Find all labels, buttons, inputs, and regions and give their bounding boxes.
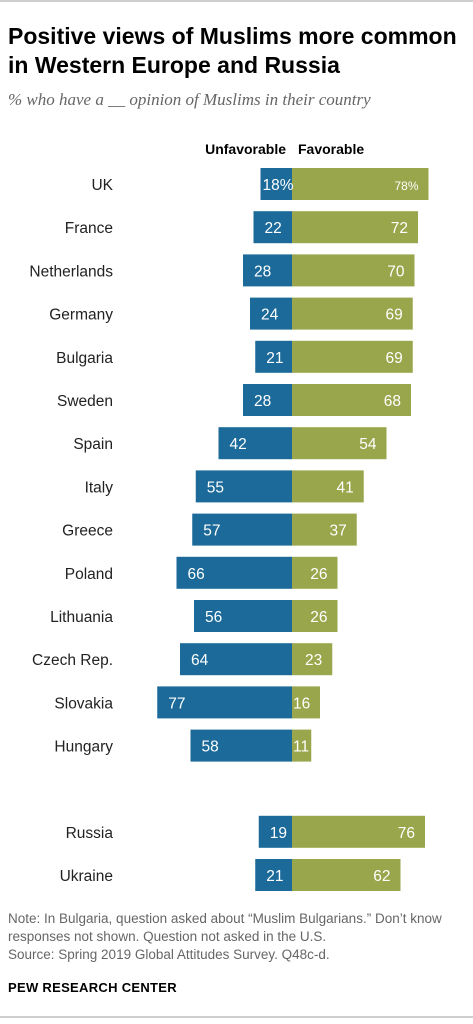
bar-favorable-slovakia: [292, 686, 320, 719]
bar-favorable-czech-rep: [292, 643, 333, 676]
value-unfavorable-sweden: 28: [254, 393, 271, 410]
bar-favorable-sweden: [292, 384, 411, 416]
value-favorable-lithuania: 26: [310, 609, 327, 626]
value-unfavorable-germany: 24: [261, 307, 279, 324]
value-unfavorable-poland: 66: [188, 566, 205, 583]
bar-favorable-france: [292, 211, 418, 244]
category-label-bulgaria: Bulgaria: [56, 350, 113, 367]
value-favorable-sweden: 68: [384, 393, 401, 410]
value-favorable-germany: 69: [386, 307, 403, 324]
bar-unfavorable-czech-rep: [180, 643, 292, 676]
organization-name: PEW RESEARCH CENTER: [8, 980, 177, 995]
value-favorable-uk: 78%: [394, 179, 418, 193]
value-unfavorable-france: 22: [265, 220, 282, 237]
diverging-bar-chart: Unfavorable Favorable UK 18% 78% France 22 72 Ne…: [29, 141, 429, 891]
category-label-spain: Spain: [73, 436, 113, 453]
value-unfavorable-bulgaria: 21: [266, 350, 283, 367]
bar-unfavorable-france: [253, 211, 292, 244]
bar-unfavorable-netherlands: [243, 254, 292, 287]
bar-favorable-ukraine: [292, 859, 401, 891]
value-unfavorable-russia: 19: [270, 825, 287, 842]
chart-source: Source: Spring 2019 Global Attitudes Sur…: [8, 947, 330, 962]
value-favorable-greece: 37: [330, 523, 347, 540]
bar-favorable-italy: [292, 470, 364, 503]
bar-favorable-russia: [292, 815, 425, 848]
bar-unfavorable-italy: [195, 470, 292, 503]
bar-favorable-uk: [292, 168, 429, 200]
category-label-greece: Greece: [62, 523, 113, 540]
value-favorable-italy: 41: [337, 479, 354, 496]
category-label-poland: Poland: [65, 566, 113, 583]
bar-favorable-greece: [292, 513, 357, 546]
value-favorable-russia: 76: [398, 825, 415, 842]
category-label-france: France: [65, 220, 113, 237]
category-label-italy: Italy: [85, 479, 114, 496]
value-unfavorable-hungary: 58: [202, 739, 219, 756]
category-label-slovakia: Slovakia: [54, 695, 113, 712]
category-label-uk: UK: [91, 177, 113, 194]
chart-note: Note: In Bulgaria, question asked about …: [8, 911, 442, 944]
value-favorable-france: 72: [391, 220, 408, 237]
value-favorable-netherlands: 70: [387, 263, 405, 280]
value-favorable-poland: 26: [310, 566, 327, 583]
value-unfavorable-uk: 18%: [263, 177, 294, 194]
bar-unfavorable-poland: [176, 556, 292, 589]
bar-favorable-germany: [292, 297, 413, 330]
category-label-germany: Germany: [49, 307, 113, 324]
category-label-czech-rep: Czech Rep.: [32, 652, 113, 669]
category-label-hungary: Hungary: [54, 739, 113, 756]
value-unfavorable-netherlands: 28: [254, 263, 271, 280]
legend-unfavorable: Unfavorable: [205, 141, 286, 157]
bar-unfavorable-ukraine: [255, 859, 292, 891]
bar-unfavorable-germany: [250, 297, 292, 330]
category-label-sweden: Sweden: [57, 393, 113, 410]
value-unfavorable-italy: 55: [207, 479, 224, 496]
bar-unfavorable-hungary: [190, 729, 292, 762]
value-favorable-slovakia: 16: [293, 695, 310, 712]
chart-title: Positive views of Muslims more common in…: [8, 23, 457, 78]
value-favorable-bulgaria: 69: [386, 350, 403, 367]
category-label-ukraine: Ukraine: [60, 868, 113, 885]
value-favorable-hungary: 11: [293, 739, 309, 756]
value-favorable-spain: 54: [359, 436, 377, 453]
bar-unfavorable-russia: [258, 815, 292, 848]
value-favorable-ukraine: 62: [373, 868, 390, 885]
chart-subtitle: % who have a __ opinion of Muslims in th…: [8, 90, 371, 109]
bar-favorable-netherlands: [292, 254, 415, 287]
legend-favorable: Favorable: [298, 141, 364, 157]
value-unfavorable-slovakia: 77: [168, 695, 185, 712]
bottom-rule: [0, 1016, 473, 1018]
value-unfavorable-greece: 57: [203, 523, 220, 540]
category-label-russia: Russia: [66, 825, 114, 842]
value-unfavorable-ukraine: 21: [266, 868, 283, 885]
value-unfavorable-spain: 42: [230, 436, 247, 453]
value-favorable-czech-rep: 23: [305, 652, 322, 669]
bar-favorable-hungary: [292, 729, 312, 762]
top-rule: [0, 0, 473, 2]
bar-unfavorable-sweden: [243, 384, 292, 416]
value-unfavorable-czech-rep: 64: [191, 652, 209, 669]
bar-favorable-bulgaria: [292, 340, 413, 373]
bar-favorable-spain: [292, 427, 387, 460]
bar-unfavorable-bulgaria: [255, 340, 292, 373]
bar-unfavorable-spain: [218, 427, 292, 460]
bar-unfavorable-uk: [260, 168, 292, 200]
bar-favorable-poland: [292, 556, 338, 589]
bar-unfavorable-greece: [192, 513, 292, 546]
bar-favorable-lithuania: [292, 600, 338, 632]
category-label-netherlands: Netherlands: [29, 263, 113, 280]
bar-unfavorable-lithuania: [194, 600, 292, 632]
bar-unfavorable-slovakia: [157, 686, 292, 719]
value-unfavorable-lithuania: 56: [205, 609, 222, 626]
category-label-lithuania: Lithuania: [50, 609, 113, 626]
